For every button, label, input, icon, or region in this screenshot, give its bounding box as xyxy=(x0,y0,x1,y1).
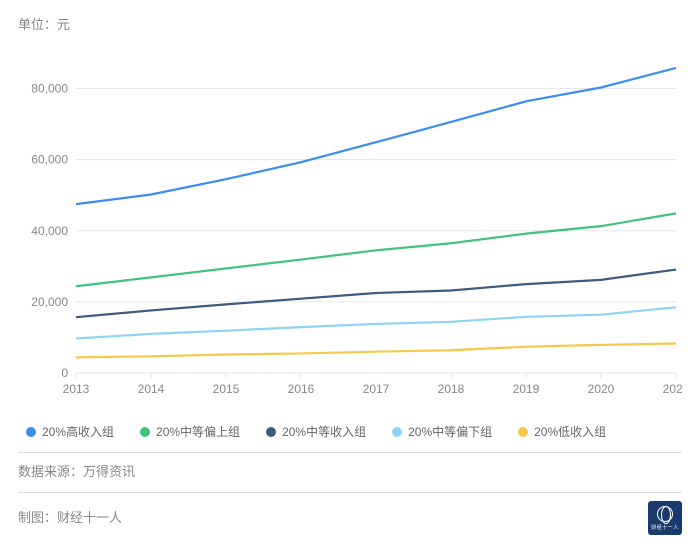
x-tick-label: 2016 xyxy=(288,382,315,396)
x-tick-label: 2017 xyxy=(363,382,390,396)
x-tick-label: 2020 xyxy=(588,382,615,396)
x-tick-label: 2014 xyxy=(138,382,165,396)
chart-credit: 制图：财经十一人 xyxy=(18,507,122,526)
series-line xyxy=(76,307,676,338)
y-tick-label: 40,000 xyxy=(31,224,68,238)
y-tick-label: 60,000 xyxy=(31,153,68,167)
legend-label: 20%中等收入组 xyxy=(282,423,366,440)
series-line xyxy=(76,213,676,286)
divider xyxy=(18,452,682,453)
legend-item: 20%中等偏上组 xyxy=(140,423,240,440)
x-tick-label: 2019 xyxy=(513,382,540,396)
legend-label: 20%低收入组 xyxy=(534,423,606,440)
unit-label: 单位：元 xyxy=(18,14,682,33)
y-tick-label: 20,000 xyxy=(31,295,68,309)
legend-item: 20%中等偏下组 xyxy=(392,423,492,440)
legend-marker xyxy=(140,427,150,437)
legend-item: 20%低收入组 xyxy=(518,423,606,440)
legend-label: 20%中等偏上组 xyxy=(156,423,240,440)
chart-svg: 0 20,000 40,000 60,000 80,000 2013 2014 2015 201… xyxy=(18,43,682,413)
legend-label: 20%中等偏下组 xyxy=(408,423,492,440)
y-tick-label: 0 xyxy=(61,366,68,380)
legend-label: 20%高收入组 xyxy=(42,423,114,440)
legend: 20%高收入组 20%中等偏上组 20%中等收入组 20%中等偏下组 20%低收入组 xyxy=(18,423,682,440)
series-line xyxy=(76,343,676,357)
legend-marker xyxy=(266,427,276,437)
legend-marker xyxy=(392,427,402,437)
logo-text: 财经十一人 xyxy=(651,524,679,531)
data-source: 数据来源：万得资讯 xyxy=(18,461,682,480)
divider xyxy=(18,492,682,493)
legend-marker xyxy=(26,427,36,437)
y-tick-label: 80,000 xyxy=(31,82,68,96)
publisher-logo: 财经十一人 xyxy=(648,501,682,535)
x-tick-label: 2013 xyxy=(63,382,90,396)
legend-item: 20%中等收入组 xyxy=(266,423,366,440)
legend-marker xyxy=(518,427,528,437)
legend-item: 20%高收入组 xyxy=(26,423,114,440)
globe-icon xyxy=(657,506,673,522)
x-tick-label: 2015 xyxy=(213,382,240,396)
x-tick-label: 2021 xyxy=(663,382,682,396)
x-tick-label: 2018 xyxy=(438,382,465,396)
line-chart: 0 20,000 40,000 60,000 80,000 2013 2014 2015 201… xyxy=(18,43,682,413)
